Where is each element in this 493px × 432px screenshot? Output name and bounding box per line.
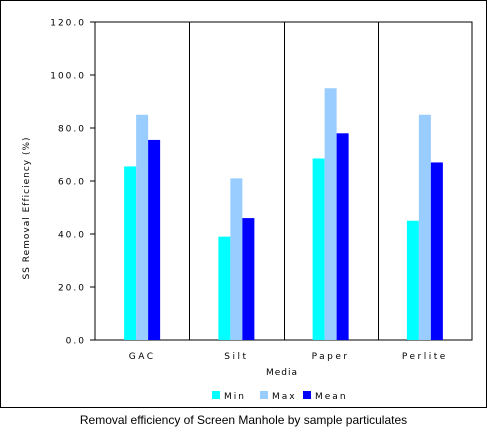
bar-max-perlite [418, 114, 431, 340]
bar-min-silt [218, 236, 231, 340]
bar-max-gac [136, 114, 149, 340]
x-category-label: GAC [129, 352, 156, 362]
x-axis-labels: GAC Silt Paper Perlite [129, 352, 448, 362]
y-tick-label: 100.0 [50, 72, 86, 82]
bar-mean-paper [336, 133, 349, 340]
x-category-label: Perlite [402, 352, 448, 362]
chart-caption: Removal efficiency of Screen Manhole by … [79, 413, 408, 427]
y-tick-label: 80.0 [58, 125, 86, 135]
bars [124, 88, 443, 340]
bar-max-silt [230, 178, 243, 340]
y-tick-label: 20.0 [58, 284, 86, 294]
x-category-label: Paper [312, 352, 350, 362]
y-axis-ticks: 0.0 20.0 40.0 60.0 80.0 100.0 120.0 [50, 19, 95, 347]
bar-mean-gac [148, 139, 161, 340]
legend-swatch-max [260, 391, 268, 399]
legend-label-mean: Mean [315, 392, 348, 402]
y-tick-label: 0.0 [66, 337, 86, 347]
bar-min-paper [312, 158, 325, 340]
legend-swatch-min [212, 391, 220, 399]
y-tick-label: 120.0 [50, 19, 86, 29]
chart-frame: 0.0 20.0 40.0 60.0 80.0 100.0 120.0 GAC Silt Pap… [0, 0, 487, 408]
x-axis-title: Media [266, 368, 298, 378]
bar-max-paper [324, 88, 337, 340]
legend-swatch-mean [303, 391, 311, 399]
bar-min-perlite [406, 220, 419, 340]
x-category-label: Silt [224, 352, 248, 362]
bar-mean-silt [242, 218, 255, 340]
legend-label-min: Min [224, 392, 246, 402]
bar-min-gac [124, 166, 137, 340]
y-tick-label: 40.0 [58, 231, 86, 241]
bar-mean-perlite [430, 162, 443, 340]
legend-label-max: Max [272, 392, 297, 402]
y-tick-label: 60.0 [58, 178, 86, 188]
bar-chart: 0.0 20.0 40.0 60.0 80.0 100.0 120.0 GAC Silt Pap… [22, 19, 473, 402]
y-axis-title: SS Removal Efficiency (%) [22, 136, 32, 279]
legend: Min Max Mean [212, 391, 348, 402]
